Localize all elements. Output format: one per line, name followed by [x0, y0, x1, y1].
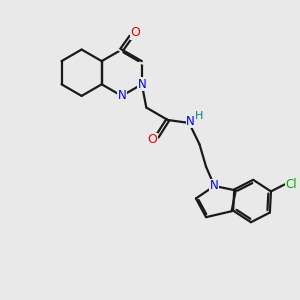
Text: N: N	[137, 78, 146, 91]
Text: O: O	[130, 26, 140, 39]
Text: N: N	[210, 179, 219, 193]
Text: N: N	[186, 115, 195, 128]
Text: O: O	[147, 134, 157, 146]
Text: N: N	[117, 89, 126, 102]
Text: Cl: Cl	[286, 178, 297, 191]
Text: H: H	[195, 111, 204, 121]
